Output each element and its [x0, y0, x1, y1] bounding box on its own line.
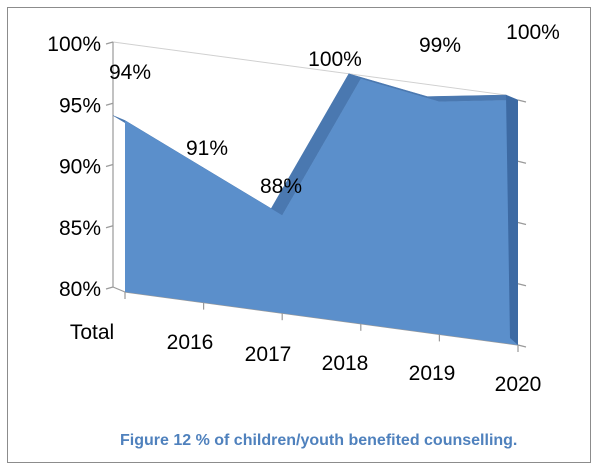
data-label: 88%: [260, 175, 302, 198]
y-tick-mark: [105, 286, 114, 290]
floor-edge: [112, 286, 126, 293]
data-label: 100%: [308, 48, 362, 71]
right-tick-mark: [517, 283, 527, 287]
x-tick-label: 2017: [245, 343, 292, 366]
x-tick-label: 2018: [322, 352, 369, 375]
y-tick-label: 95%: [59, 94, 101, 117]
data-label: 94%: [109, 61, 151, 84]
area-series: [125, 78, 518, 346]
data-label: 91%: [186, 137, 228, 160]
x-tick-label: 2019: [409, 362, 456, 385]
right-tick-mark: [517, 344, 527, 348]
x-tick-label: 2016: [167, 331, 214, 354]
right-tick-mark: [517, 160, 527, 164]
data-label: 100%: [506, 21, 560, 44]
right-tick-mark: [517, 99, 527, 103]
area-right-side: [506, 95, 518, 345]
y-tick-label: 80%: [59, 278, 101, 301]
y-tick-mark: [105, 102, 114, 106]
y-tick-label: 90%: [59, 156, 101, 179]
figure-caption: Figure 12 % of children/youth benefited …: [120, 432, 518, 449]
data-label: 99%: [419, 34, 461, 57]
y-tick-label: 100%: [47, 33, 101, 56]
x-tick-label: Total: [70, 321, 114, 344]
y-tick-label: 85%: [59, 217, 101, 240]
y-tick-mark: [105, 225, 114, 229]
x-tick-label: 2020: [495, 373, 542, 396]
y-tick-mark: [105, 41, 114, 45]
y-tick-mark: [105, 163, 114, 168]
right-tick-mark: [517, 221, 527, 226]
